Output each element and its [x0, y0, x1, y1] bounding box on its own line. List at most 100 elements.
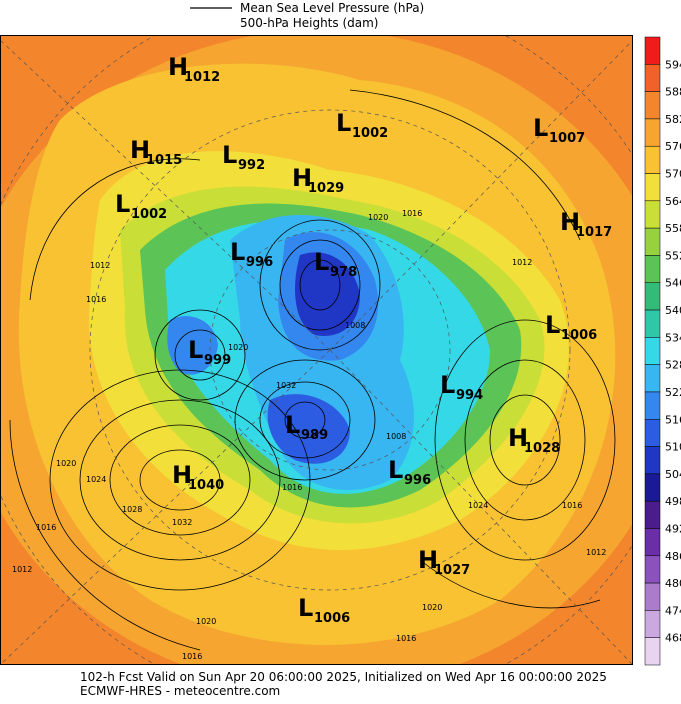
footer-text: 102-h Fcst Valid on Sun Apr 20 06:00:00 … — [80, 670, 607, 684]
footer-text: ECMWF-HRES - meteocentre.com — [80, 684, 280, 698]
center-value: 994 — [456, 388, 483, 403]
colorbar-swatch — [644, 91, 661, 120]
center-value: 1040 — [188, 478, 224, 493]
colorbar-label: 474 — [665, 604, 681, 617]
center-letter: L — [285, 411, 300, 439]
colorbar-swatch — [644, 227, 661, 256]
contour-label: 1008 — [386, 432, 406, 441]
center-letter: L — [533, 114, 548, 142]
colorbar-swatch — [644, 255, 661, 283]
center-value: 999 — [204, 353, 231, 368]
contour-label: 1008 — [345, 321, 365, 330]
center-letter: L — [222, 141, 237, 169]
colorbar-swatch — [644, 145, 661, 174]
center-letter: L — [336, 109, 351, 137]
colorbar-label: 564 — [665, 195, 681, 208]
colorbar-label: 588 — [665, 86, 681, 99]
colorbar-label: 558 — [665, 222, 681, 235]
center-letter: L — [115, 190, 130, 218]
center-value: 1028 — [524, 441, 560, 456]
contour-label: 1020 — [56, 459, 76, 468]
contour-label: 1020 — [228, 343, 248, 352]
center-value: 1002 — [352, 126, 388, 141]
colorbar-swatch — [644, 282, 661, 311]
colorbar-label: 522 — [665, 386, 681, 399]
colorbar-label: 528 — [665, 359, 681, 372]
center-value: 978 — [330, 265, 357, 280]
colorbar-label: 594 — [665, 58, 681, 71]
center-value: 996 — [246, 255, 273, 270]
colorbar-swatch — [644, 610, 661, 638]
colorbar-swatch — [644, 118, 661, 147]
colorbar-swatch — [644, 555, 661, 584]
colorbar-swatch — [644, 582, 661, 611]
colorbar-swatch — [644, 391, 661, 420]
center-letter: L — [230, 238, 245, 266]
legend-label: 500-hPa Heights (dam) — [240, 16, 378, 30]
colorbar-label: 468 — [665, 632, 681, 645]
colorbar-label: 510 — [665, 441, 681, 454]
center-value: 1017 — [576, 225, 612, 240]
colorbar-label: 498 — [665, 495, 681, 508]
center-value: 996 — [404, 473, 431, 488]
contour-label: 1032 — [172, 518, 192, 527]
colorbar-swatch — [644, 446, 661, 475]
contour-label: 1016 — [402, 209, 422, 218]
contour-label: 1016 — [36, 523, 56, 532]
colorbar-swatch — [644, 637, 661, 666]
colorbar-label: 576 — [665, 140, 681, 153]
colorbar-swatch — [644, 337, 661, 365]
contour-label: 1016 — [182, 652, 202, 661]
center-value: 1006 — [561, 328, 597, 343]
contour-label: 1012 — [12, 565, 32, 574]
center-value: 992 — [238, 158, 265, 173]
colorbar-label: 546 — [665, 277, 681, 290]
center-letter: L — [440, 371, 455, 399]
contour-label: 1028 — [122, 505, 142, 514]
center-letter: L — [314, 248, 329, 276]
colorbar-label: 534 — [665, 331, 681, 344]
center-value: 1029 — [308, 181, 344, 196]
colorbar-swatch — [644, 309, 661, 338]
colorbar-swatch — [644, 500, 661, 529]
center-letter: L — [388, 456, 403, 484]
map-frame — [0, 35, 633, 665]
contour-label: 1016 — [396, 634, 416, 643]
center-value: 1007 — [549, 131, 585, 146]
contour-label: 1012 — [586, 548, 606, 557]
center-letter: H — [560, 208, 580, 236]
center-letter: H — [130, 136, 150, 164]
colorbar: 594 588 582 576 570 564 558 552 546 540 534 528 522 5… — [644, 36, 681, 666]
center-letter: H — [172, 461, 192, 489]
colorbar-swatch — [644, 528, 661, 557]
center-letter: L — [298, 594, 313, 622]
colorbar-label: 540 — [665, 304, 681, 317]
contour-label: 1016 — [282, 483, 302, 492]
contour-label: 1024 — [86, 475, 106, 484]
colorbar-swatch — [644, 200, 661, 229]
colorbar-label: 582 — [665, 113, 681, 126]
contour-label: 1020 — [368, 213, 388, 222]
colorbar-label: 492 — [665, 522, 681, 535]
colorbar-label: 516 — [665, 413, 681, 426]
center-value: 1012 — [184, 70, 220, 85]
legend-label: Mean Sea Level Pressure (hPa) — [240, 1, 424, 15]
center-value: 1027 — [434, 563, 470, 578]
center-value: 1015 — [146, 153, 182, 168]
contour-label: 1032 — [276, 381, 296, 390]
colorbar-swatch — [644, 64, 661, 92]
colorbar-label: 570 — [665, 168, 681, 181]
center-letter: H — [168, 53, 188, 81]
contour-label: 1020 — [422, 603, 442, 612]
colorbar-label: 504 — [665, 468, 681, 481]
center-value: 989 — [301, 428, 328, 443]
colorbar-swatch — [644, 419, 661, 447]
contour-label: 1016 — [86, 295, 106, 304]
colorbar-swatch — [644, 36, 661, 65]
center-value: 1002 — [131, 207, 167, 222]
colorbar-swatch — [644, 173, 661, 202]
colorbar-label: 552 — [665, 249, 681, 262]
contour-label: 1016 — [562, 501, 582, 510]
